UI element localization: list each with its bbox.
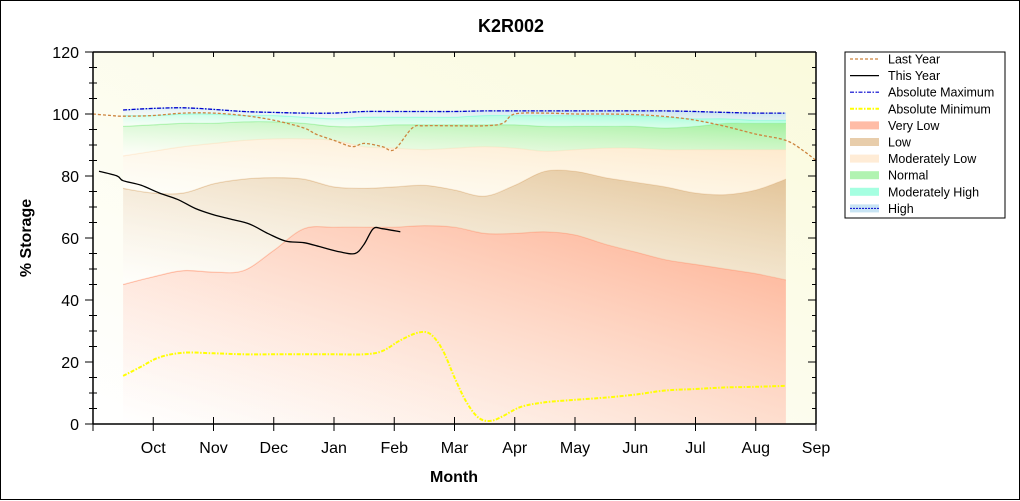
x-tick-label: Aug xyxy=(742,440,770,457)
y-tick-label: 40 xyxy=(61,293,79,310)
legend-label: Moderately Low xyxy=(888,152,977,166)
band-moderately-low xyxy=(123,138,786,197)
legend-swatch-high xyxy=(850,204,879,213)
legend-label: Absolute Minimum xyxy=(888,102,991,116)
legend-swatch-very-low xyxy=(850,121,879,130)
legend-item-this-year: This Year xyxy=(850,69,940,83)
x-tick-label: May xyxy=(560,440,590,457)
bands-layer xyxy=(122,107,787,424)
x-tick-label: Nov xyxy=(199,440,227,457)
series-layer xyxy=(92,107,817,422)
legend-swatch-moderately-low xyxy=(850,154,879,163)
legend-label: High xyxy=(888,202,914,216)
legend-item-last-year: Last Year xyxy=(850,53,940,67)
x-tick-label: Oct xyxy=(141,440,166,457)
series-line-last-year xyxy=(92,112,817,162)
band-very-low xyxy=(123,225,786,424)
series-line-absolute-maximum xyxy=(123,107,786,114)
legend: Last Year This Year Absolute Maximum Absolu… xyxy=(844,51,1006,219)
legend-label: Moderately High xyxy=(888,185,979,199)
x-tick-label: Jul xyxy=(685,440,705,457)
x-axis-title: Month xyxy=(430,469,478,486)
x-tick-label: Dec xyxy=(260,440,288,457)
x-tick-label: Feb xyxy=(380,440,408,457)
series-line-absolute-minimum xyxy=(122,330,786,422)
y-tick-label: 100 xyxy=(52,107,79,124)
y-axis-title: % Storage xyxy=(18,199,35,277)
legend-label: This Year xyxy=(888,69,940,83)
band-low xyxy=(123,170,786,285)
legend-label: Last Year xyxy=(888,53,940,67)
axes-layer: 0 20 40 60 80 100 120 Oct Nov Dec Jan Feb Mar Apr May J… xyxy=(52,45,830,457)
legend-item-moderately-high: Moderately High xyxy=(850,185,979,199)
legend-swatch-normal xyxy=(850,171,879,180)
x-tick-label: Apr xyxy=(502,440,528,457)
y-tick-label: 20 xyxy=(61,355,79,372)
y-tick-label: 60 xyxy=(61,231,79,248)
y-tick-label: 120 xyxy=(52,45,79,62)
band-moderately-high xyxy=(123,113,786,128)
legend-label: Absolute Maximum xyxy=(888,86,994,100)
y-tick-label: 0 xyxy=(70,417,79,434)
chart-title: K2R002 xyxy=(478,16,544,36)
x-tick-label: Sep xyxy=(802,440,831,457)
legend-item-normal: Normal xyxy=(850,169,928,183)
series-line-this-year xyxy=(98,170,401,255)
legend-label: Very Low xyxy=(888,119,940,133)
legend-item-absolute-minimum: Absolute Minimum xyxy=(850,102,991,116)
legend-item-low: Low xyxy=(850,136,912,150)
legend-item-absolute-maximum: Absolute Maximum xyxy=(850,86,994,100)
x-tick-label: Jan xyxy=(321,440,347,457)
band-high xyxy=(123,107,786,121)
x-tick-label: Jun xyxy=(622,440,648,457)
x-tick-label: Mar xyxy=(441,440,469,457)
y-tick-label: 80 xyxy=(61,169,79,186)
legend-item-very-low: Very Low xyxy=(850,119,940,133)
legend-swatch-moderately-high xyxy=(850,187,879,196)
band-normal xyxy=(123,121,786,156)
legend-item-moderately-low: Moderately Low xyxy=(850,152,977,166)
legend-label: Normal xyxy=(888,169,928,183)
legend-label: Low xyxy=(888,136,912,150)
legend-swatch-low xyxy=(850,138,879,146)
legend-item-high: High xyxy=(850,202,914,216)
